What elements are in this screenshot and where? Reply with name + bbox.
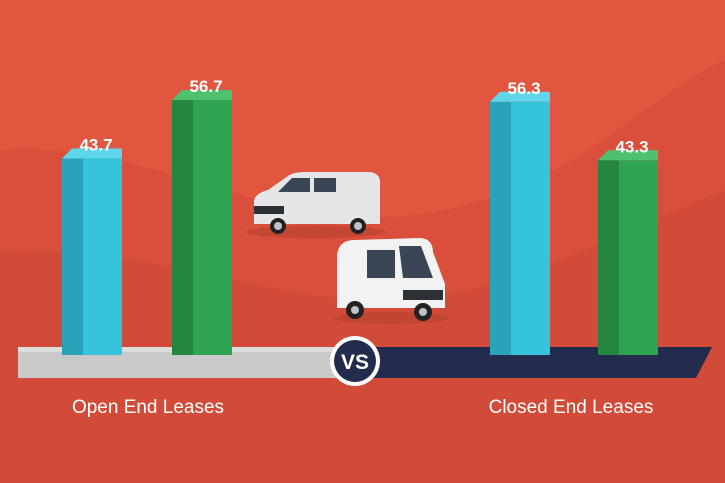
bar: 43.7 (62, 135, 122, 355)
bar-value-label: 43.3 (615, 137, 648, 156)
bar-side (490, 101, 511, 355)
bar-top (62, 148, 122, 159)
bar-side (62, 158, 83, 355)
category-label-closed: Closed End Leases (489, 397, 654, 418)
bar-side (172, 100, 193, 355)
cargo-van-illustration (333, 238, 449, 324)
vs-badge: VS (330, 336, 380, 386)
vs-label: VS (341, 351, 369, 374)
bar-value-label: 56.3 (507, 79, 540, 98)
bar-value-label: 43.7 (79, 135, 112, 154)
bar: 56.7 (172, 77, 232, 355)
small-van-illustration (246, 172, 386, 238)
bar-side (598, 160, 619, 355)
bar: 43.3 (598, 137, 658, 355)
background-wave (0, 190, 725, 483)
bar: 56.3 (490, 79, 550, 355)
category-label-open: Open End Leases (72, 397, 224, 418)
bar-value-label: 56.7 (189, 77, 222, 96)
bar-top (172, 90, 232, 100)
bar-top (598, 150, 658, 161)
bar-top (490, 91, 550, 102)
